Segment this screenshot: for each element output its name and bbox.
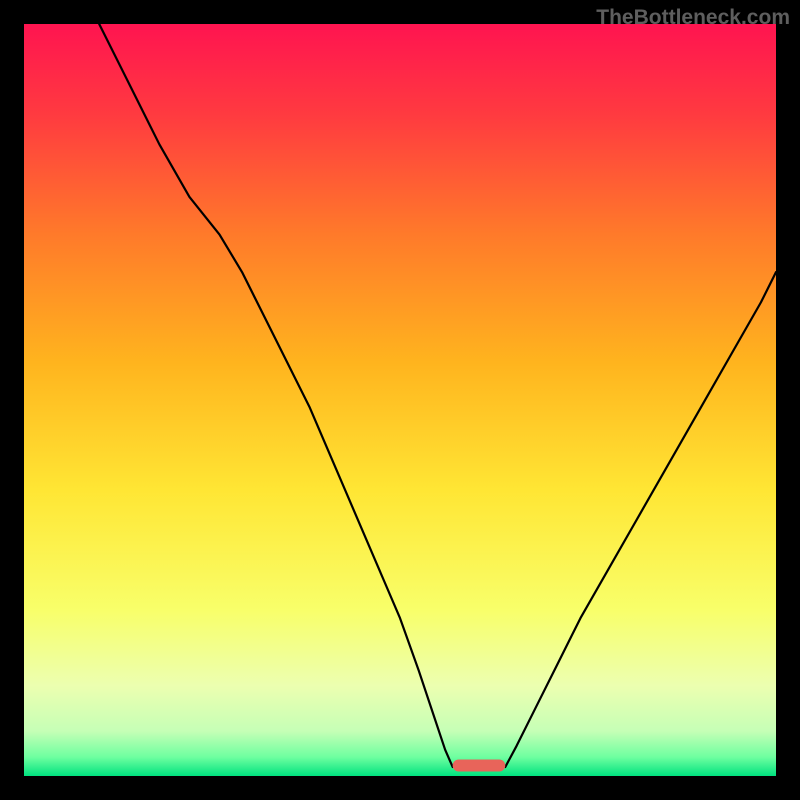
bottleneck-marker — [453, 759, 506, 771]
plot-area — [24, 24, 776, 776]
watermark-text: TheBottleneck.com — [596, 6, 790, 30]
chart-container: TheBottleneck.com — [0, 0, 800, 800]
gradient-background — [24, 24, 776, 776]
border-right — [776, 0, 800, 800]
border-left — [0, 0, 24, 800]
border-bottom — [0, 776, 800, 800]
